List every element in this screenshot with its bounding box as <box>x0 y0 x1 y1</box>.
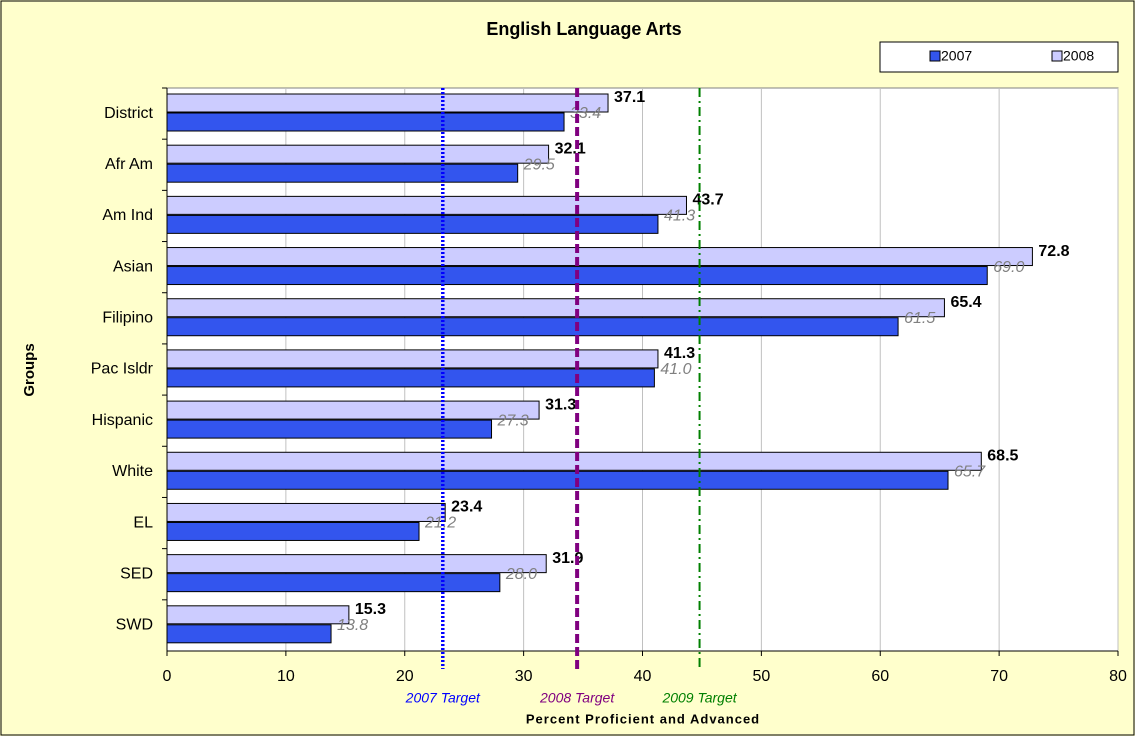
legend-label: 2008 <box>1063 48 1094 64</box>
y-tick-label: SWD <box>116 617 153 634</box>
target-label: 2007 Target <box>405 690 481 706</box>
bar <box>166 247 1033 267</box>
chart-title: English Language Arts <box>486 19 681 39</box>
value-label: 68.5 <box>987 447 1018 464</box>
bar <box>166 214 659 234</box>
legend-swatch <box>929 50 941 62</box>
x-tick-label: 80 <box>1109 668 1127 685</box>
value-label: 33.4 <box>570 105 601 122</box>
bar <box>166 112 565 132</box>
value-label: 41.3 <box>664 208 695 225</box>
x-tick-label: 30 <box>515 668 533 685</box>
value-label: 29.5 <box>523 156 555 173</box>
y-tick-label: Afr Am <box>105 156 153 173</box>
bar <box>166 451 982 471</box>
y-tick-label: Asian <box>113 258 153 275</box>
legend-label: 2007 <box>941 48 972 64</box>
x-tick-label: 10 <box>277 668 295 685</box>
y-tick-label: Pac Isldr <box>91 361 154 378</box>
value-label: 69.0 <box>993 259 1024 276</box>
x-axis-title: Percent Proficient and Advanced <box>526 711 760 726</box>
y-tick-label: EL <box>133 514 153 531</box>
value-label: 72.8 <box>1038 243 1069 260</box>
bar <box>166 144 550 164</box>
value-label: 15.3 <box>355 601 386 618</box>
x-tick-label: 40 <box>634 668 652 685</box>
value-label: 41.3 <box>664 345 695 362</box>
bar <box>166 470 949 490</box>
value-label: 61.5 <box>904 310 935 327</box>
target-label: 2009 Target <box>661 690 737 706</box>
y-tick-label: Am Ind <box>102 207 153 224</box>
value-label: 27.3 <box>497 412 529 429</box>
value-label: 41.0 <box>660 361 691 378</box>
value-label: 21.2 <box>424 515 456 532</box>
x-tick-label: 0 <box>163 668 172 685</box>
y-tick-label: White <box>112 463 153 480</box>
value-label: 31.3 <box>545 396 576 413</box>
x-tick-label: 50 <box>752 668 770 685</box>
value-label: 32.1 <box>555 140 586 157</box>
bar <box>166 93 609 113</box>
bar <box>166 419 493 439</box>
value-label: 28.0 <box>505 566 537 583</box>
bar <box>166 163 519 183</box>
value-label: 37.1 <box>614 89 645 106</box>
value-label: 13.8 <box>337 617 368 634</box>
value-label: 65.4 <box>950 294 981 311</box>
legend <box>879 41 1119 73</box>
bar <box>166 605 350 625</box>
y-tick-label: Filipino <box>102 310 153 327</box>
value-label: 43.7 <box>692 192 723 209</box>
bar <box>166 400 540 420</box>
bar <box>166 298 945 318</box>
value-label: 23.4 <box>451 499 482 516</box>
bar <box>166 624 332 644</box>
y-axis-title: Groups <box>21 343 38 396</box>
value-label: 65.7 <box>954 463 986 480</box>
bar <box>166 521 420 541</box>
bar <box>166 573 501 593</box>
y-tick-label: Hispanic <box>92 412 153 429</box>
x-tick-label: 70 <box>990 668 1008 685</box>
target-label: 2008 Target <box>539 690 615 706</box>
y-tick-label: District <box>104 105 153 122</box>
y-tick-label: SED <box>120 565 153 582</box>
bar <box>166 502 446 522</box>
bar <box>166 317 899 337</box>
x-tick-label: 20 <box>396 668 414 685</box>
bar <box>166 554 547 574</box>
legend-swatch <box>1051 50 1063 62</box>
bar <box>166 368 655 388</box>
bar <box>166 195 687 215</box>
bar <box>166 349 659 369</box>
x-tick-label: 60 <box>871 668 889 685</box>
